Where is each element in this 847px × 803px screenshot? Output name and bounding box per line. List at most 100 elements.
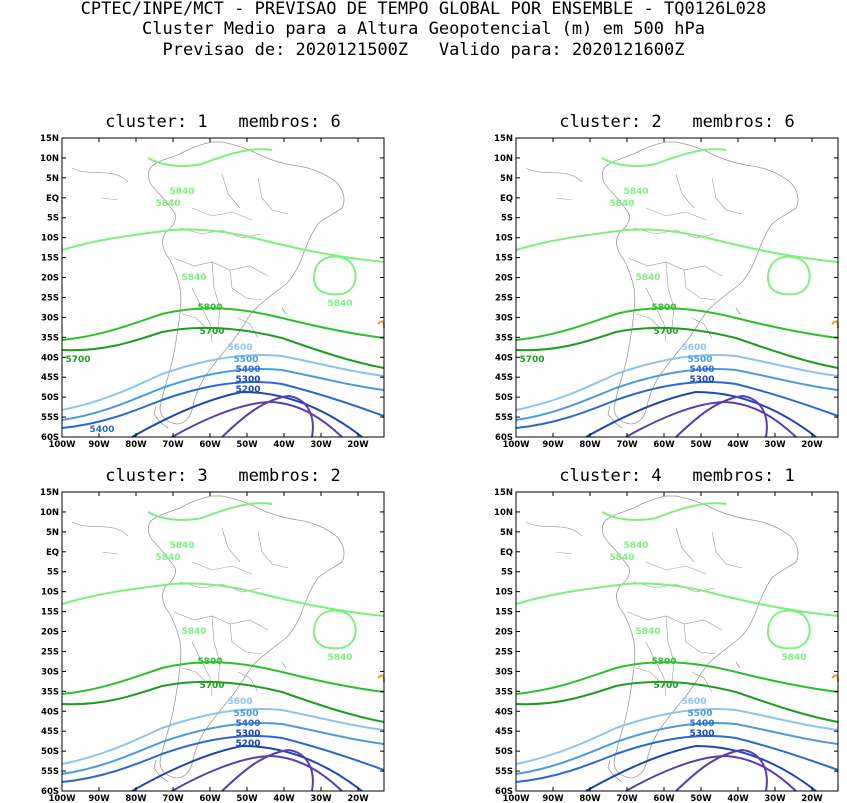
lon-label: 90W — [542, 794, 564, 803]
country-border — [665, 261, 675, 329]
lat-label: 5S — [501, 214, 513, 224]
country-border — [191, 207, 253, 221]
contour-5800-line — [515, 307, 839, 341]
map-background — [516, 138, 838, 437]
country-border — [635, 667, 663, 685]
contour-lines — [61, 148, 385, 438]
country-border — [221, 527, 241, 563]
country-border — [635, 313, 663, 331]
contour-5300-line — [131, 744, 363, 792]
contour-5100-line — [221, 748, 314, 792]
contour-5800-line — [61, 307, 385, 341]
country-border — [675, 527, 695, 563]
lat-label: 25S — [495, 647, 513, 657]
lon-label: 40W — [727, 794, 749, 803]
contour-5100-line — [675, 748, 768, 792]
contour-label-5840: 5840 — [623, 541, 648, 551]
contour-5840-line — [515, 582, 839, 617]
lat-label: 15N — [40, 488, 59, 498]
contour-label-5800: 5800 — [197, 303, 222, 313]
map-frame — [515, 137, 839, 438]
lon-label: 100W — [48, 440, 76, 450]
lon-label: 40W — [727, 440, 749, 450]
panel-title-cluster-1: cluster: 1 membros: 6 — [105, 112, 341, 132]
contour-label-5500: 5500 — [687, 355, 712, 365]
central-america-coast — [525, 167, 583, 201]
lon-label: 20W — [801, 440, 823, 450]
contour-label-5700: 5700 — [653, 681, 678, 691]
lat-label: 20S — [495, 274, 513, 284]
contour-5840-ring — [766, 609, 811, 650]
contour-label-5840: 5840 — [155, 199, 180, 209]
lat-label: 45S — [41, 727, 59, 737]
lon-label: 80W — [579, 794, 601, 803]
map-cluster-1: 5840584058405840580057005700560055005400… — [40, 134, 385, 450]
country-border — [211, 615, 221, 683]
lon-label: 60W — [199, 440, 221, 450]
contour-label-5600: 5600 — [227, 343, 252, 353]
lon-label: 30W — [764, 440, 786, 450]
contour-label-5840: 5840 — [169, 187, 194, 197]
lat-label: 55S — [41, 767, 59, 777]
contour-label-5400: 5400 — [689, 365, 714, 375]
contour-label-5600: 5600 — [681, 343, 706, 353]
contour-label-5200: 5200 — [235, 385, 260, 395]
country-border — [173, 611, 269, 631]
contour-label-5840: 5840 — [623, 187, 648, 197]
contour-label-5700: 5700 — [199, 681, 224, 691]
contour-label-5840: 5840 — [327, 299, 352, 309]
lat-label: 15S — [41, 608, 59, 618]
country-border — [229, 623, 263, 655]
contour-label-5600: 5600 — [227, 697, 252, 707]
contour-label-5840: 5840 — [181, 273, 206, 283]
map-frame — [515, 491, 839, 792]
contour-label-5600: 5600 — [681, 697, 706, 707]
map-cluster-2: 5840584058405800570057005600550054005300… — [494, 134, 839, 450]
lat-label: 15S — [495, 254, 513, 264]
country-border — [257, 531, 289, 569]
contour-5100-line — [221, 394, 314, 438]
lat-label: 5N — [46, 528, 59, 538]
contour-5800-line — [515, 661, 839, 695]
contour-label-5840: 5840 — [181, 627, 206, 637]
lat-label: 5S — [501, 568, 513, 578]
lon-label: 100W — [48, 794, 76, 803]
main-subtitle: Cluster Medio para a Altura Geopotencial… — [142, 19, 705, 39]
contour-label-5500: 5500 — [687, 709, 712, 719]
lon-label: 50W — [236, 440, 258, 450]
contour-5500-line — [61, 367, 385, 421]
lat-label: 45S — [41, 373, 59, 383]
contour-5700-line — [61, 326, 385, 369]
lat-label: 35S — [41, 333, 59, 343]
central-america-coast — [71, 167, 129, 201]
contour-5400-line — [61, 735, 385, 783]
contour-5200-line — [171, 400, 343, 438]
islands — [153, 307, 287, 429]
lat-label: 50S — [495, 393, 513, 403]
contour-label-5400: 5400 — [89, 425, 114, 435]
lon-label: 30W — [310, 794, 332, 803]
lon-label: 70W — [616, 440, 638, 450]
lat-label: 10S — [41, 234, 59, 244]
country-border — [711, 177, 743, 215]
lat-label: 15N — [494, 488, 513, 498]
main-title: CPTEC/INPE/MCT - PREVISAO DE TEMPO GLOBA… — [80, 0, 767, 19]
lon-label: 100W — [502, 794, 530, 803]
lat-label: 50S — [41, 393, 59, 403]
contour-label-5840: 5840 — [635, 627, 660, 637]
lat-label: 30S — [495, 667, 513, 677]
lat-label: 60S — [495, 787, 513, 797]
contour-5600-line — [61, 707, 385, 765]
lat-label: 15N — [494, 134, 513, 144]
lat-label: 35S — [41, 687, 59, 697]
contour-5840-top — [601, 148, 727, 167]
contour-label-5840: 5840 — [169, 541, 194, 551]
contour-5840-top — [147, 148, 273, 167]
coastline — [148, 141, 345, 425]
contour-label-5840: 5840 — [609, 199, 634, 209]
lon-label: 90W — [542, 440, 564, 450]
contour-label-5400: 5400 — [235, 365, 260, 375]
contour-label-5800: 5800 — [651, 303, 676, 313]
